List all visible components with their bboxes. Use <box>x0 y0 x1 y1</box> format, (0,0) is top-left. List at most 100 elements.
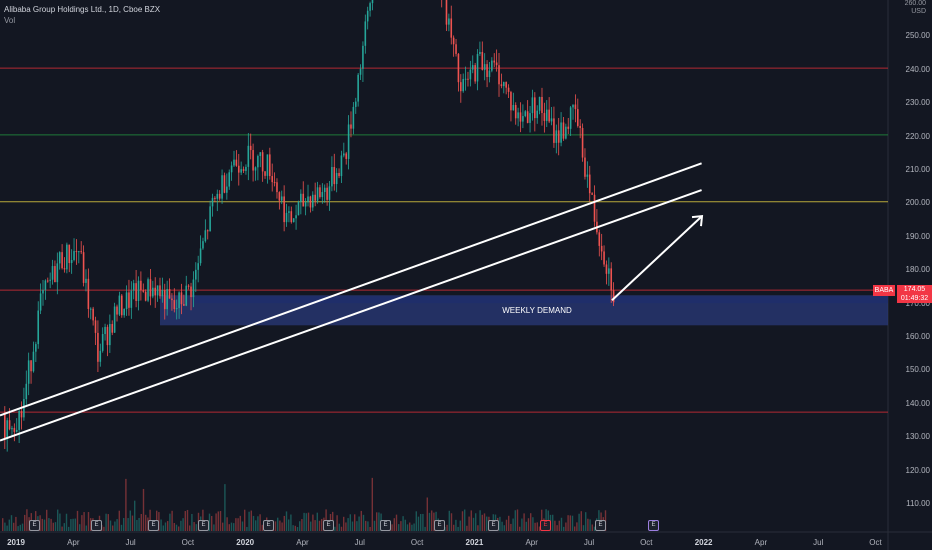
candle-body <box>610 268 613 291</box>
candle-body <box>345 153 348 159</box>
candle-body <box>118 295 121 315</box>
volume-bar <box>468 516 470 531</box>
candle-body <box>73 251 75 260</box>
volume-bar <box>582 525 585 531</box>
earnings-marker[interactable]: E <box>380 520 391 531</box>
candle-body <box>491 60 493 71</box>
volume-bar <box>296 526 299 531</box>
candle-body <box>144 291 147 301</box>
volume-bar <box>593 526 596 531</box>
candle-body <box>500 84 503 87</box>
volume-bar <box>107 514 109 531</box>
volume-bar <box>19 524 21 531</box>
candle-body <box>206 230 209 232</box>
volume-bar <box>24 514 26 531</box>
volume-bar <box>290 514 292 531</box>
x-tick-label: 2022 <box>694 538 713 547</box>
volume-bar <box>457 526 459 531</box>
volume-bar <box>134 500 136 531</box>
candle-body <box>70 259 73 264</box>
earnings-marker[interactable]: E <box>29 520 40 531</box>
candle-body <box>154 287 157 296</box>
earnings-marker[interactable]: E <box>198 520 209 531</box>
candle-body <box>591 193 593 195</box>
candle-body <box>204 230 207 242</box>
symbol-title[interactable]: Alibaba Group Holdings Ltd., 1D, Cboe BZ… <box>4 5 161 14</box>
volume-bar <box>574 526 576 531</box>
candle-body <box>171 298 173 301</box>
earnings-marker[interactable]: E <box>263 520 274 531</box>
volume-bar <box>129 510 131 531</box>
earnings-marker[interactable]: E <box>540 520 551 531</box>
volume-bar <box>61 526 63 531</box>
volume-bar <box>470 510 472 531</box>
y-tick-label: 230.00 <box>905 98 930 108</box>
candle-body <box>75 251 78 253</box>
y-tick-label: 180.00 <box>905 265 930 275</box>
candle-body <box>80 251 82 253</box>
candle-body <box>152 287 154 297</box>
volume-bar <box>560 517 563 531</box>
volume-bar <box>164 522 167 531</box>
candle-body <box>371 0 374 4</box>
volume-bar <box>459 520 461 531</box>
volume-bar <box>50 518 52 531</box>
volume-bar <box>356 521 358 531</box>
volume-label[interactable]: Vol <box>4 16 16 25</box>
candle-body <box>502 82 505 87</box>
earnings-marker[interactable]: E <box>323 520 334 531</box>
candle-body <box>481 51 484 70</box>
candle-body <box>510 91 512 111</box>
volume-bar <box>472 517 475 531</box>
currency-label: 260.00 USD <box>905 0 926 16</box>
volume-bar <box>365 520 367 531</box>
candle-body <box>555 130 558 143</box>
volume-bar <box>404 519 406 531</box>
volume-bar <box>464 509 466 531</box>
volume-bar <box>120 524 123 531</box>
candle-body <box>512 104 515 111</box>
volume-bar <box>393 518 395 531</box>
volume-bar <box>499 516 501 531</box>
volume-bar <box>105 513 107 531</box>
y-tick-label: 150.00 <box>905 365 930 375</box>
candle-body <box>161 290 164 297</box>
earnings-marker[interactable]: E <box>595 520 606 531</box>
earnings-marker[interactable]: E <box>91 520 102 531</box>
candle-body <box>4 413 6 439</box>
volume-bar <box>475 513 477 531</box>
candle-body <box>190 286 192 298</box>
candle-body <box>183 304 185 306</box>
demand-zone-label: WEEKLY DEMAND <box>502 306 572 315</box>
volume-bar <box>415 511 417 531</box>
currency-unit: USD <box>911 8 926 15</box>
candle-body <box>347 124 350 159</box>
x-tick-label: Apr <box>296 538 309 547</box>
candle-body <box>82 252 85 283</box>
y-tick-label: 210.00 <box>905 165 930 174</box>
volume-bar <box>461 511 464 531</box>
candle-body <box>123 308 125 316</box>
volume-bar <box>510 523 512 531</box>
earnings-marker[interactable]: E <box>148 520 159 531</box>
candle-body <box>288 211 290 213</box>
candle-body <box>309 196 312 208</box>
candle-body <box>97 332 99 362</box>
volume-bar <box>54 522 57 531</box>
earnings-marker[interactable]: E <box>434 520 445 531</box>
earnings-marker[interactable]: E <box>648 520 659 531</box>
candle-body <box>304 202 307 207</box>
earnings-marker[interactable]: E <box>488 520 499 531</box>
candle-body <box>517 112 519 119</box>
volume-bar <box>57 509 59 531</box>
candle-body <box>464 78 467 80</box>
candle-body <box>331 167 333 187</box>
candle-body <box>574 104 577 110</box>
volume-bar <box>334 526 336 531</box>
candle-body <box>369 3 371 11</box>
candle-body <box>89 308 92 310</box>
volume-bar <box>523 513 525 531</box>
volume-bar <box>255 520 257 531</box>
candle-body <box>572 104 574 108</box>
